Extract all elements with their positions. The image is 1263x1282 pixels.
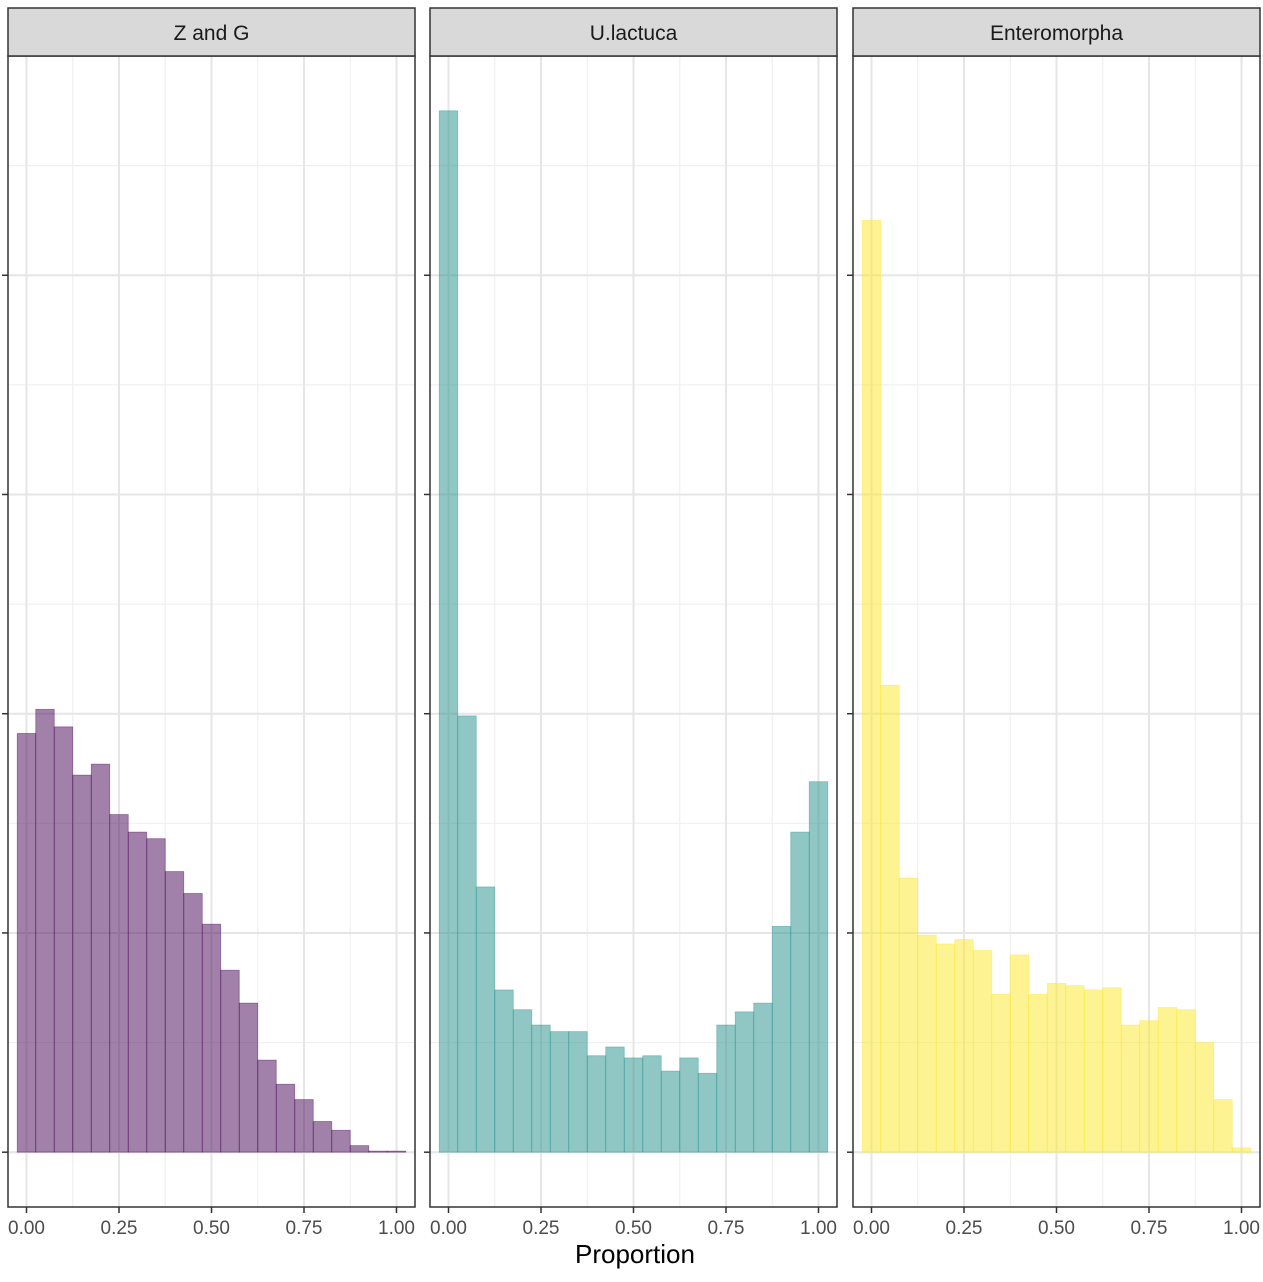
histogram-bar — [1194, 1042, 1215, 1153]
histogram-bar — [771, 925, 792, 1153]
histogram-bar — [660, 1070, 681, 1153]
x-tick-label: 0.50 — [1038, 1218, 1075, 1239]
histogram-bar — [1231, 1147, 1252, 1153]
histogram-bar — [127, 831, 148, 1153]
x-axis-title: Proportion — [575, 1239, 695, 1269]
facet-panels: Z and G 0.00 0.25 0.50 0.75 1.00 U.lactuca 0.00… — [2, 7, 1261, 1239]
x-tick-label: 0.25 — [523, 1218, 560, 1239]
histogram-bar — [164, 871, 185, 1153]
facet-strip-label: Enteromorpha — [990, 22, 1123, 45]
histogram-bar — [220, 969, 240, 1153]
histogram-bar — [438, 110, 459, 1153]
x-tick-label: 1.00 — [800, 1218, 837, 1239]
histogram-bar — [16, 733, 37, 1153]
facet-strip-label: Z and G — [174, 22, 250, 45]
x-tick-label: 1.00 — [1223, 1218, 1260, 1239]
histogram-bar — [1083, 989, 1104, 1153]
facet-panel-1: Z and G 0.00 0.25 0.50 0.75 1.00 — [2, 7, 416, 1239]
histogram-bar — [1176, 1009, 1196, 1153]
x-tick-label: 1.00 — [378, 1218, 415, 1239]
histogram-bar — [1213, 1099, 1233, 1153]
histogram-bar — [753, 1002, 773, 1153]
x-tick-label: 0.75 — [708, 1218, 745, 1239]
histogram-bar — [917, 934, 937, 1153]
x-tick-label: 0.50 — [193, 1218, 230, 1239]
histogram-bar — [1065, 985, 1085, 1153]
histogram-bar — [1046, 982, 1067, 1153]
facet-strip — [852, 7, 1261, 57]
histogram-bar — [386, 1150, 407, 1153]
histogram-bar — [1009, 954, 1030, 1153]
histogram-bar — [457, 715, 477, 1153]
histogram-bar — [734, 1011, 755, 1153]
histogram-bar — [1120, 1024, 1141, 1153]
x-tick-label: 0.75 — [286, 1218, 323, 1239]
histogram-bar — [586, 1055, 607, 1153]
histogram-bar — [146, 838, 166, 1153]
x-tick-label: 0.00 — [430, 1218, 467, 1239]
histogram-bar — [1157, 1007, 1178, 1153]
x-tick-label: 0.25 — [946, 1218, 983, 1239]
histogram-bar — [808, 781, 829, 1153]
histogram-bar — [475, 886, 496, 1153]
x-tick-label: 0.25 — [101, 1218, 138, 1239]
histogram-bar — [312, 1121, 333, 1153]
histogram-bar — [53, 726, 74, 1153]
histogram-bar — [1028, 993, 1048, 1153]
histogram-bar — [349, 1145, 370, 1153]
histogram-bar — [697, 1072, 718, 1153]
histogram-bar — [972, 950, 993, 1153]
histogram-bar — [679, 1057, 699, 1153]
histogram-bar — [549, 1031, 570, 1153]
histogram-bar — [35, 708, 55, 1153]
histogram-bar — [512, 1009, 533, 1153]
histogram-bar — [257, 1059, 277, 1153]
facet-strip — [7, 7, 416, 57]
histogram-bar — [331, 1129, 351, 1153]
x-tick-label: 0.00 — [853, 1218, 890, 1239]
facet-strip — [429, 7, 838, 57]
histogram-bar — [109, 814, 129, 1153]
histogram-bar — [1102, 987, 1122, 1153]
histogram-bar — [880, 684, 900, 1153]
histogram-bar — [72, 774, 92, 1153]
facet-panel-2: U.lactuca 0.00 0.25 0.50 0.75 1.00 — [424, 7, 838, 1239]
x-tick-label: 0.00 — [8, 1218, 45, 1239]
histogram-bar — [294, 1099, 314, 1153]
histogram-bar — [494, 989, 514, 1153]
x-tick-label: 0.50 — [615, 1218, 652, 1239]
facet-strip-label: U.lactuca — [590, 22, 678, 45]
histogram-bar — [605, 1046, 625, 1153]
histogram-bar — [531, 1024, 551, 1153]
histogram-bar — [238, 1002, 259, 1153]
histogram-bar — [623, 1057, 644, 1153]
histogram-bar — [716, 1024, 736, 1153]
histogram-bar — [90, 763, 111, 1153]
histogram-bar — [201, 923, 222, 1153]
histogram-bar — [275, 1083, 296, 1153]
histogram-bar — [935, 943, 956, 1153]
histogram-bar — [183, 893, 203, 1153]
histogram-bar — [368, 1150, 388, 1153]
histogram-bar — [991, 993, 1011, 1153]
histogram-bar — [642, 1055, 662, 1153]
histogram-bar — [790, 831, 810, 1153]
histogram-bar — [568, 1031, 588, 1153]
histogram-bar — [1139, 1020, 1159, 1153]
histogram-bar — [861, 220, 882, 1153]
histogram-bar — [898, 877, 919, 1153]
histogram-bar — [954, 939, 974, 1153]
facet-panel-3: Enteromorpha 0.00 0.25 0.50 0.75 1.00 — [847, 7, 1261, 1239]
x-tick-label: 0.75 — [1131, 1218, 1168, 1239]
